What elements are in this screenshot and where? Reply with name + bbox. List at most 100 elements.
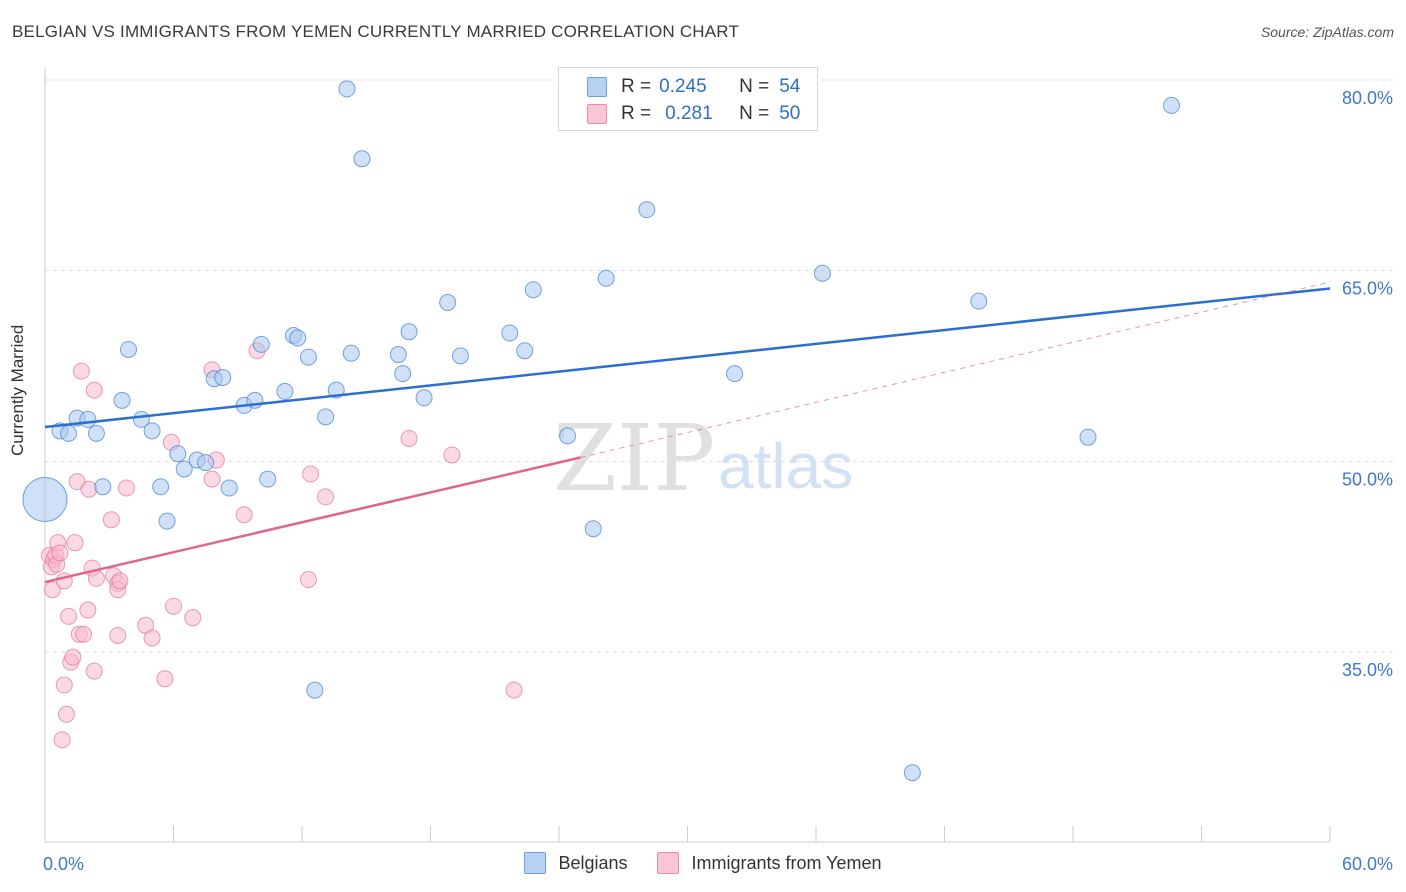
- data-point-belgians: [259, 470, 277, 488]
- data-point-belgians: [389, 346, 407, 364]
- legend-r-value: 0.245: [659, 76, 707, 97]
- data-point-yemen: [51, 544, 69, 562]
- data-point-belgians: [169, 445, 187, 463]
- trendline-yemen-extended: [580, 281, 1331, 459]
- data-point-yemen: [53, 731, 71, 749]
- data-point-belgians: [220, 479, 238, 497]
- data-point-belgians: [214, 368, 232, 386]
- data-point-yemen: [60, 607, 78, 625]
- data-point-belgians: [276, 382, 294, 400]
- data-point-yemen: [66, 534, 84, 552]
- data-point-belgians: [903, 764, 921, 782]
- series-legend: Belgians Immigrants from Yemen: [0, 852, 1406, 874]
- data-point-yemen: [165, 597, 182, 615]
- data-point-belgians: [439, 293, 457, 311]
- data-point-yemen: [79, 601, 97, 619]
- data-point-yemen: [55, 676, 73, 694]
- data-point-belgians: [342, 344, 360, 362]
- data-point-yemen: [203, 470, 221, 488]
- data-point-yemen: [68, 473, 86, 491]
- data-point-yemen: [57, 705, 75, 723]
- data-point-belgians: [970, 292, 988, 310]
- legend-label-yemen: Immigrants from Yemen: [691, 852, 882, 873]
- data-point-yemen: [400, 429, 418, 447]
- data-point-yemen: [80, 480, 98, 498]
- data-point-belgians: [197, 454, 215, 472]
- data-point-belgians: [175, 460, 193, 478]
- data-point-belgians: [584, 520, 602, 538]
- data-point-belgians: [597, 269, 615, 287]
- data-point-belgians: [400, 323, 418, 341]
- y-tick-label: 65.0%: [1342, 279, 1393, 299]
- data-point-belgians: [289, 329, 307, 347]
- data-point-yemen: [235, 506, 253, 524]
- data-point-yemen: [117, 479, 135, 497]
- data-point-belgians: [79, 410, 97, 428]
- data-point-belgians: [299, 348, 317, 366]
- y-tick-label: 35.0%: [1342, 660, 1393, 680]
- data-point-yemen: [111, 572, 129, 590]
- y-tick-label: 50.0%: [1342, 469, 1393, 489]
- data-point-belgians: [559, 427, 577, 445]
- legend-swatch-pink: [587, 104, 607, 124]
- data-point-belgians: [143, 422, 161, 440]
- data-point-belgians: [22, 476, 68, 522]
- data-point-belgians: [113, 391, 131, 409]
- x-tick-label: 60.0%: [1342, 854, 1393, 874]
- legend-n-label: N =: [739, 76, 770, 97]
- data-point-belgians: [353, 150, 371, 168]
- data-point-yemen: [156, 670, 174, 688]
- legend-n-value: 50: [779, 103, 801, 124]
- data-point-belgians: [152, 478, 170, 496]
- data-point-belgians: [158, 512, 176, 530]
- data-point-yemen: [505, 681, 523, 699]
- stats-legend: R = 0.245 N = 54 R = 0.281 N = 50: [558, 67, 818, 131]
- data-point-yemen: [85, 662, 103, 680]
- data-point-belgians: [338, 80, 356, 98]
- watermark-atlas: atlas: [718, 430, 853, 502]
- data-point-belgians: [516, 342, 534, 360]
- data-point-belgians: [120, 340, 138, 358]
- y-tick-label: 80.0%: [1342, 88, 1393, 108]
- data-point-belgians: [94, 478, 112, 496]
- legend-n-value: 54: [779, 76, 801, 97]
- data-point-yemen: [302, 465, 320, 483]
- data-point-belgians: [394, 365, 412, 383]
- legend-item-belgians[interactable]: Belgians: [524, 852, 627, 874]
- data-point-yemen: [64, 648, 82, 666]
- legend-r-label: R =: [621, 76, 652, 97]
- y-axis-label: Currently Married: [8, 324, 27, 456]
- data-point-yemen: [443, 446, 461, 464]
- data-point-belgians: [501, 324, 519, 342]
- data-point-yemen: [43, 581, 61, 599]
- data-point-belgians: [638, 201, 656, 219]
- legend-r-value: 0.281: [665, 103, 713, 124]
- data-point-belgians: [252, 335, 270, 353]
- data-point-yemen: [109, 626, 127, 644]
- data-point-yemen: [143, 629, 161, 647]
- data-point-yemen: [75, 625, 93, 643]
- legend-swatch-pink: [657, 852, 680, 874]
- chart-title: BELGIAN VS IMMIGRANTS FROM YEMEN CURRENT…: [12, 22, 740, 41]
- data-point-belgians: [317, 408, 335, 426]
- trendline-belgians: [44, 287, 1331, 429]
- data-point-belgians: [1163, 96, 1181, 114]
- legend-n-label: N =: [739, 103, 770, 124]
- data-point-yemen: [184, 609, 202, 627]
- legend-label-belgians: Belgians: [558, 852, 628, 873]
- data-point-belgians: [87, 424, 105, 442]
- trendline-yemen: [44, 456, 581, 584]
- source-credit: Source: ZipAtlas.com: [1260, 24, 1394, 40]
- data-point-belgians: [306, 681, 324, 699]
- data-point-yemen: [317, 488, 335, 506]
- data-point-belgians: [451, 347, 469, 365]
- legend-row-yemen: R = 0.281 N = 50: [587, 102, 800, 126]
- legend-swatch-blue: [524, 852, 547, 874]
- legend-item-yemen[interactable]: Immigrants from Yemen: [657, 852, 882, 874]
- data-point-belgians: [524, 281, 542, 299]
- data-point-yemen: [72, 362, 90, 380]
- data-point-belgians: [726, 365, 744, 383]
- x-tick-label: 0.0%: [43, 854, 84, 874]
- data-point-belgians: [813, 264, 831, 282]
